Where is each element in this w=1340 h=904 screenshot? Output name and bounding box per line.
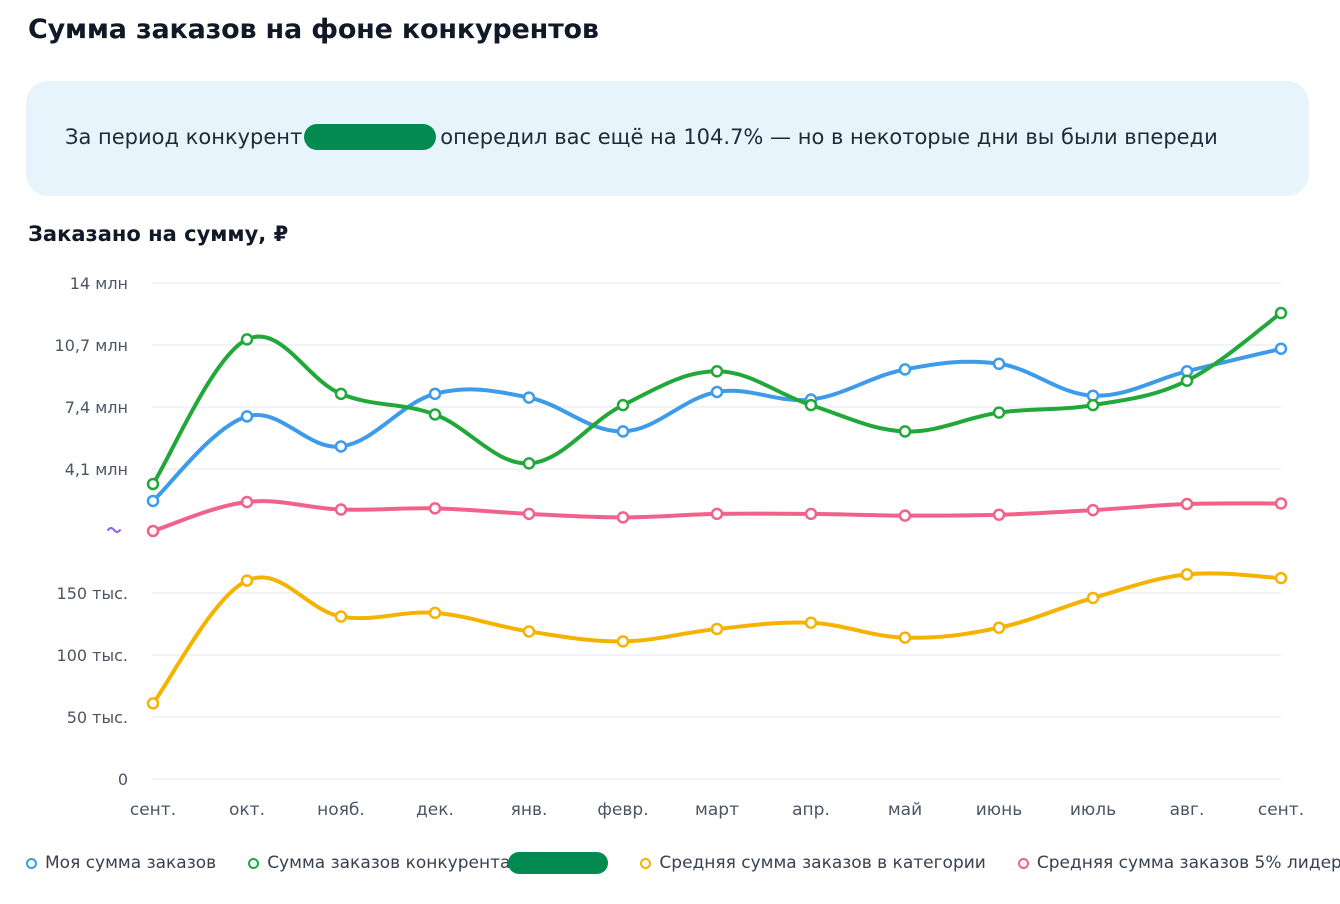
data-point-category (428, 606, 442, 620)
x-tick-label: май (888, 800, 922, 820)
x-tick-label: июнь (976, 800, 1023, 820)
data-point-leaders (1086, 503, 1100, 517)
data-point-leaders (804, 507, 818, 521)
data-point-leaders (334, 503, 348, 516)
data-point-leaders (522, 507, 536, 521)
x-tick-label: февр. (597, 800, 648, 820)
data-point-competitor (1274, 306, 1288, 320)
data-point-category (710, 622, 724, 636)
data-point-category (522, 625, 536, 638)
x-tick-label: сент. (130, 800, 176, 820)
legend-marker-icon (26, 857, 37, 869)
legend-marker-icon (640, 857, 652, 869)
data-point-leaders (1180, 497, 1194, 511)
legend-item-leaders[interactable]: Средняя сумма заказов 5% лидеров (1017, 853, 1340, 873)
data-point-competitor (334, 387, 348, 401)
legend-item-my[interactable]: Моя сумма заказов (26, 853, 216, 873)
data-point-competitor (992, 406, 1006, 419)
data-point-category (804, 616, 818, 630)
x-tick-label: сент. (1258, 800, 1304, 820)
data-point-leaders (992, 508, 1006, 522)
data-point-my (616, 425, 630, 438)
data-point-category (1274, 571, 1288, 585)
data-point-my (334, 440, 348, 453)
data-point-leaders (146, 524, 160, 538)
legend-label: Сумма заказов конкурента (267, 853, 511, 873)
data-point-category (1086, 591, 1100, 605)
data-point-category (616, 635, 630, 648)
x-tick-label: март (695, 800, 739, 820)
chart-title: Заказано на сумму, ₽ (28, 222, 289, 246)
data-point-my (992, 357, 1006, 371)
data-point-competitor (146, 477, 160, 491)
x-tick-label: июль (1070, 800, 1116, 820)
data-point-my (898, 363, 912, 376)
data-point-competitor (898, 425, 912, 438)
axis-break-icon (107, 527, 121, 533)
data-point-leaders (428, 502, 442, 515)
data-point-leaders (240, 495, 254, 509)
data-point-competitor (710, 365, 724, 378)
data-point-competitor (522, 457, 536, 470)
y-tick-label: 4,1 млн (65, 460, 128, 479)
data-point-category (992, 621, 1006, 634)
x-tick-label: дек. (416, 800, 454, 820)
data-point-category (240, 574, 254, 587)
y-tick-label: 14 млн (70, 274, 128, 293)
page-title: Сумма заказов на фоне конкурентов (28, 14, 599, 45)
data-point-my (710, 385, 724, 399)
y-tick-label: 0 (118, 770, 128, 789)
data-point-my (240, 410, 254, 423)
legend-label: Средняя сумма заказов в категории (659, 853, 986, 873)
data-point-category (1180, 568, 1194, 581)
data-point-competitor (1086, 398, 1100, 412)
data-point-my (146, 494, 160, 508)
y-tick-label: 100 тыс. (57, 646, 128, 665)
data-point-competitor (804, 398, 818, 412)
x-tick-label: нояб. (317, 800, 365, 820)
data-point-category (146, 697, 160, 710)
competitor-name-redaction (508, 852, 609, 874)
data-point-my (1274, 342, 1288, 356)
data-point-my (522, 391, 536, 404)
legend-item-category[interactable]: Средняя сумма заказов в категории (640, 853, 986, 873)
y-tick-label: 10,7 млн (55, 336, 128, 355)
competitor-name-redaction: Т (304, 124, 437, 150)
legend-label: Моя сумма заказов (45, 853, 217, 873)
data-point-competitor (240, 333, 254, 346)
y-tick-label: 50 тыс. (67, 708, 128, 727)
insight-text-before: За период конкурент (65, 125, 303, 149)
data-point-competitor (1180, 374, 1194, 387)
data-point-leaders (1274, 497, 1288, 510)
insight-text: За период конкурентТопередил вас ещё на … (65, 124, 1218, 150)
y-tick-label: 7,4 млн (65, 398, 128, 417)
data-point-leaders (616, 511, 630, 524)
insight-text-after: опередил вас ещё на 104.7% — но в некото… (440, 125, 1218, 149)
data-point-my (428, 387, 442, 401)
data-point-category (334, 610, 348, 623)
series-line-competitor (151, 311, 1283, 487)
legend-marker-icon (1017, 857, 1029, 869)
data-point-competitor (616, 398, 630, 412)
y-tick-label: 150 тыс. (57, 584, 128, 603)
insight-banner: За период конкурентТопередил вас ещё на … (26, 81, 1309, 196)
data-point-category (898, 631, 912, 644)
data-point-competitor (428, 408, 442, 421)
legend-label: Средняя сумма заказов 5% лидеров (1036, 853, 1340, 873)
x-tick-label: авг. (1170, 800, 1205, 820)
x-tick-label: апр. (792, 800, 830, 820)
data-point-leaders (898, 509, 912, 522)
data-point-leaders (710, 507, 724, 521)
x-tick-label: окт. (229, 800, 265, 820)
x-tick-label: янв. (511, 800, 548, 820)
chart-legend: Моя сумма заказов Сумма заказов конкурент… (26, 850, 1340, 876)
legend-marker-icon (248, 857, 260, 869)
legend-item-competitor[interactable]: Сумма заказов конкурента (248, 852, 609, 874)
